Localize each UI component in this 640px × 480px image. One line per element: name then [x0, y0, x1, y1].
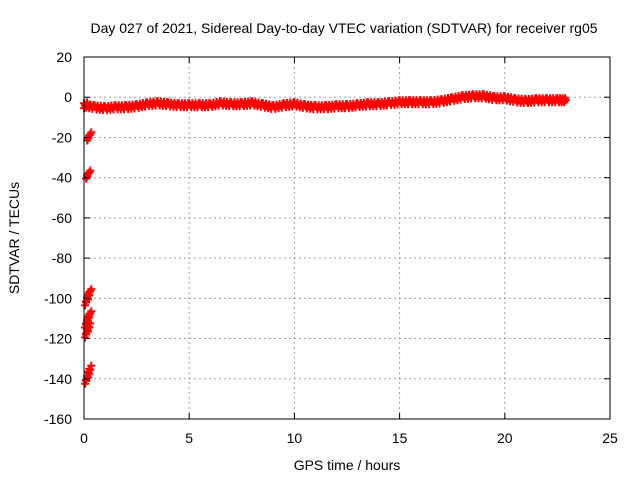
data-point: [84, 313, 93, 322]
y-tick-label: -40: [52, 170, 72, 186]
data-point: [86, 166, 95, 175]
plot-frame: [83, 56, 611, 420]
chart-title: Day 027 of 2021, Sidereal Day-to-day VTE…: [90, 20, 597, 36]
data-points: [80, 90, 570, 388]
y-axis-label: SDTVAR / TECUs: [6, 182, 22, 294]
data-point: [81, 379, 90, 388]
y-tick-label: -160: [44, 411, 72, 427]
grid-lines: [84, 57, 610, 419]
y-tick-label: -120: [44, 331, 72, 347]
data-point: [86, 319, 95, 328]
data-point: [87, 128, 96, 137]
x-tick-label: 10: [287, 430, 303, 446]
data-point: [83, 325, 92, 334]
x-tick-label: 0: [80, 430, 88, 446]
data-point: [82, 329, 91, 338]
x-tick-label: 5: [185, 430, 193, 446]
y-tick-label: -20: [52, 129, 72, 145]
data-point: [83, 172, 92, 181]
data-point: [82, 375, 91, 384]
x-tick-label: 25: [602, 430, 618, 446]
data-point: [87, 361, 96, 370]
x-tick-label: 20: [497, 430, 513, 446]
data-point: [81, 301, 90, 310]
y-tick-label: 0: [64, 89, 72, 105]
x-tick-label: 15: [392, 430, 408, 446]
x-axis-label: GPS time / hours: [294, 457, 401, 473]
y-tick-label: -80: [52, 250, 72, 266]
data-point: [87, 307, 96, 316]
data-point: [561, 96, 570, 105]
data-point: [87, 285, 96, 294]
data-point: [84, 134, 93, 143]
y-tick-label: -140: [44, 371, 72, 387]
data-point: [84, 367, 93, 376]
y-tick-label: 20: [56, 49, 72, 65]
axis-ticks: 0 5 10 15 20 25 20 0 -20 -40 -60 -80 -100 -120 -140 -16…: [44, 49, 618, 446]
y-tick-label: -100: [44, 290, 72, 306]
data-point: [81, 333, 90, 342]
y-tick-label: -60: [52, 210, 72, 226]
